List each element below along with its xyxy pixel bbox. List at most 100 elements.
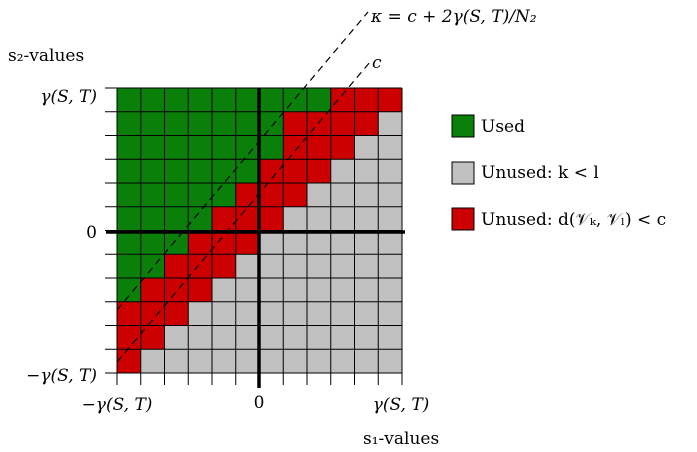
grid-cell [330, 159, 355, 183]
grid-cell [117, 183, 141, 207]
grid-cell [140, 349, 165, 373]
grid-cell [140, 88, 165, 112]
grid-cell [188, 301, 212, 326]
grid-cell [354, 325, 379, 350]
grid-cell [212, 159, 236, 183]
grid-cell [378, 111, 402, 136]
grid-cell [188, 111, 212, 136]
grid-cell [212, 254, 236, 278]
grid-cell [354, 88, 379, 112]
grid-cell [212, 349, 236, 373]
grid-cell [212, 88, 236, 112]
x-tick-max: γ(S, T) [373, 395, 430, 415]
grid-cell [117, 254, 141, 278]
grid-cell [378, 206, 402, 231]
grid-cell [330, 183, 355, 207]
legend: Used Unused: k < l Unused: d(𝒱ₖ, 𝒱ₗ) < c [451, 114, 666, 231]
grid-cell [235, 159, 260, 183]
x-tick-zero: 0 [254, 393, 265, 413]
grid-cell [212, 325, 236, 350]
grid-cell [140, 301, 165, 326]
grid-cell [259, 88, 284, 112]
grid-cell [283, 159, 307, 183]
grid-cell [307, 183, 331, 207]
grid-cell [188, 135, 212, 160]
grid-cell [188, 88, 212, 112]
grid-cell [117, 206, 141, 231]
grid-cell [212, 301, 236, 326]
upper-line-label: κ = c + 2γ(S, T)/N₂ [370, 7, 537, 27]
grid-cell [164, 301, 189, 326]
grid-cell [164, 278, 189, 302]
grid-cell [117, 301, 141, 326]
grid-cell [140, 183, 165, 207]
grid-cell [188, 325, 212, 350]
grid-cells [117, 88, 402, 373]
grid-cell [354, 183, 379, 207]
grid-cell [259, 349, 284, 373]
grid-cell [259, 183, 284, 207]
grid-cell [140, 111, 165, 136]
grid-cell [117, 278, 141, 302]
grid-cell [330, 278, 355, 302]
grid-cell [164, 111, 189, 136]
grid-cell [330, 88, 355, 112]
grid-cell [354, 230, 379, 255]
grid-cell [235, 111, 260, 136]
legend-swatch-unused-distance [451, 207, 475, 231]
grid-cell [378, 88, 402, 112]
grid-cell [117, 325, 141, 350]
grid-cell [378, 325, 402, 350]
lower-line-label: c [372, 53, 382, 73]
grid-cell [307, 301, 331, 326]
grid-cell [235, 206, 260, 231]
grid-cell [354, 254, 379, 278]
grid-cell [259, 254, 284, 278]
grid-cell [330, 206, 355, 231]
grid-cell [235, 230, 260, 255]
grid-cell [354, 278, 379, 302]
grid-cell [164, 206, 189, 231]
y-tick-min: −γ(S, T) [26, 366, 97, 386]
grid-cell [283, 325, 307, 350]
grid-cell [354, 206, 379, 231]
grid-cell [354, 159, 379, 183]
grid-cell [212, 111, 236, 136]
y-tick-max: γ(S, T) [40, 87, 97, 107]
grid-cell [307, 159, 331, 183]
grid-cell [378, 349, 402, 373]
legend-label-used: Used [481, 117, 525, 137]
grid-cell [164, 88, 189, 112]
grid-cell [140, 206, 165, 231]
grid-cell [235, 278, 260, 302]
grid-cell [283, 111, 307, 136]
grid-cell [259, 111, 284, 136]
grid-cell [307, 254, 331, 278]
grid-cell [140, 325, 165, 350]
grid-cell [283, 278, 307, 302]
grid-cell [307, 349, 331, 373]
grid-cell [283, 349, 307, 373]
grid-cell [283, 301, 307, 326]
grid-cell [117, 111, 141, 136]
grid-cell [212, 278, 236, 302]
grid-cell [307, 230, 331, 255]
grid-cell [259, 135, 284, 160]
grid-cell [235, 88, 260, 112]
grid-cell [283, 206, 307, 231]
grid-cell [117, 159, 141, 183]
grid-cell [259, 230, 284, 255]
legend-swatch-unused-order [451, 161, 475, 185]
grid-cell [188, 349, 212, 373]
x-axis-label: s₁-values [363, 429, 439, 449]
grid-cell [188, 254, 212, 278]
grid-cell [283, 183, 307, 207]
grid-cell [354, 111, 379, 136]
grid-cell [164, 135, 189, 160]
grid-cell [235, 135, 260, 160]
grid-cell [212, 206, 236, 231]
grid-cell [259, 325, 284, 350]
upper-dashed-line [116, 11, 369, 311]
grid-cell [259, 206, 284, 231]
legend-label-unused-order: Unused: k < l [481, 163, 599, 183]
